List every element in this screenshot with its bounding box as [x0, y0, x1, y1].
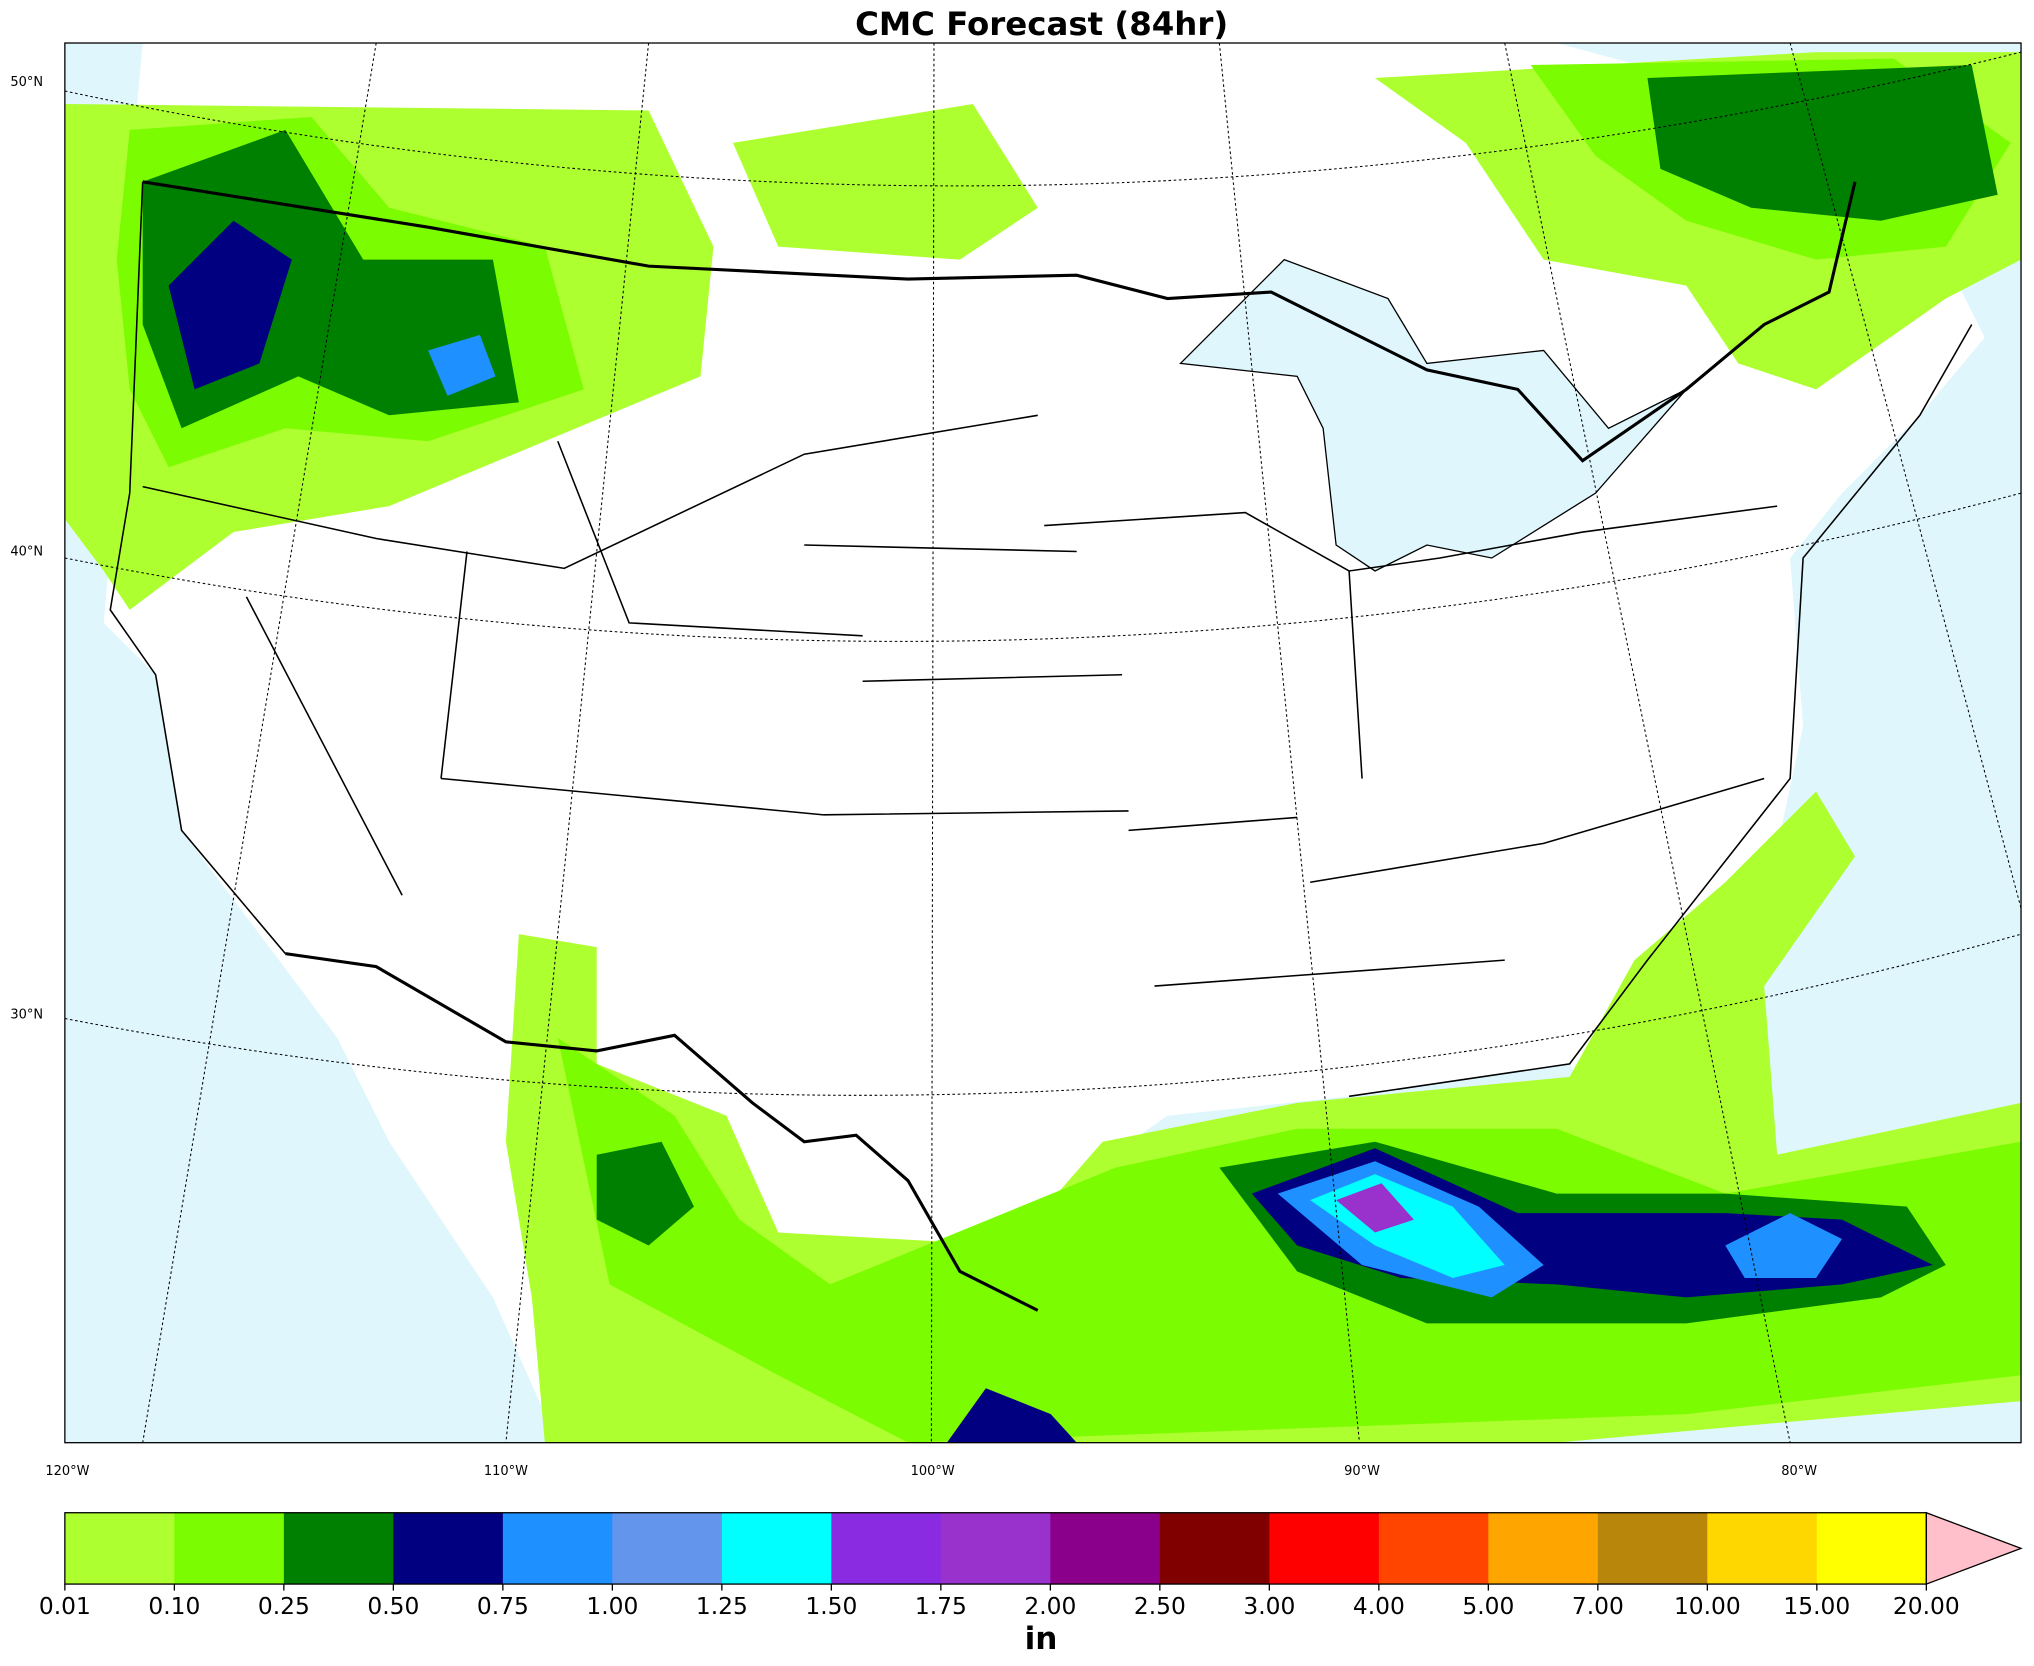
state-lines — [142, 414, 1778, 987]
lon-label: 120°W — [45, 1464, 89, 1479]
colorbar-bin — [612, 1512, 723, 1585]
colorbar-bin — [174, 1512, 285, 1585]
mexico-border — [285, 952, 1039, 1312]
lat-label: 40°N — [10, 544, 43, 559]
lat-label: 50°N — [10, 75, 43, 90]
colorbar-bin — [1159, 1512, 1270, 1585]
map-frame — [64, 42, 2022, 1444]
coastline — [109, 181, 1973, 1098]
colorbar-tick-label: 5.00 — [1462, 1592, 1514, 1620]
title: CMC Forecast (84hr) — [855, 5, 1228, 43]
graticule-labels: 50°N 40°N 30°N 120°W 110°W 100°W 90°W 80… — [10, 75, 1817, 1479]
colorbar-bin — [831, 1512, 942, 1585]
colorbar-bin — [1597, 1512, 1708, 1585]
colorbar-bin — [1816, 1512, 1927, 1585]
colorbar-tick-label: 0.10 — [148, 1592, 200, 1620]
atlantic — [1556, 43, 2022, 1443]
colorbar-frame — [64, 1512, 1927, 1585]
colorbar-bin — [393, 1512, 504, 1585]
great-lakes — [1179, 258, 1687, 572]
colorbar-extend — [1925, 1511, 2023, 1586]
colorbar-tick-label: 1.50 — [805, 1592, 857, 1620]
colorbar-tick-label: 0.01 — [39, 1592, 91, 1620]
colorbar-tick-label: 15.00 — [1783, 1592, 1850, 1620]
pacific — [64, 43, 558, 1443]
lat-label: 30°N — [10, 1007, 43, 1022]
canada-border — [142, 180, 1857, 463]
colorbar-bin — [64, 1512, 176, 1585]
colorbar-tick-label: 1.00 — [586, 1592, 638, 1620]
colorbar-tick-label: 4.00 — [1353, 1592, 1405, 1620]
colorbar-bin — [283, 1512, 395, 1585]
colorbar-tick-label: 1.25 — [696, 1592, 748, 1620]
lon-label: 100°W — [911, 1464, 955, 1479]
colorbar-tick-label: 0.25 — [258, 1592, 310, 1620]
lon-label: 80°W — [1781, 1464, 1817, 1479]
precip — [64, 52, 2022, 1443]
colorbar-bin — [940, 1512, 1051, 1585]
colorbar: 0.01 0.10 0.25 0.50 0.75 1.00 1.25 1.50 1.75 2.00… — [39, 1511, 2023, 1657]
colorbar-tick-label: 0.75 — [477, 1592, 529, 1620]
parallels — [64, 51, 2022, 1096]
colorbar-tick-label: 2.50 — [1134, 1592, 1186, 1620]
lon-label: 90°W — [1344, 1464, 1380, 1479]
colorbar-tick-label: 0.50 — [367, 1592, 419, 1620]
colorbar-tick-label: 3.00 — [1243, 1592, 1295, 1620]
colorbar-bin — [502, 1512, 614, 1585]
map — [64, 42, 2022, 1444]
colorbar-bin — [1707, 1512, 1818, 1585]
lon-label: 110°W — [484, 1464, 528, 1479]
colorbar-bin — [1269, 1512, 1380, 1585]
colorbar-bin — [1378, 1512, 1489, 1585]
colorbar-tick-label: 1.75 — [915, 1592, 967, 1620]
colorbar-tick-label: 10.00 — [1674, 1592, 1741, 1620]
colorbar-bin — [1050, 1512, 1161, 1585]
colorbar-tick-label: 2.00 — [1024, 1592, 1076, 1620]
colorbar-unit: in — [1025, 1621, 1058, 1657]
colorbar-tick-label: 7.00 — [1572, 1592, 1624, 1620]
colorbar-bin — [721, 1512, 832, 1585]
colorbar-bin — [1488, 1512, 1599, 1585]
colorbar-tick-label: 20.00 — [1893, 1592, 1960, 1620]
